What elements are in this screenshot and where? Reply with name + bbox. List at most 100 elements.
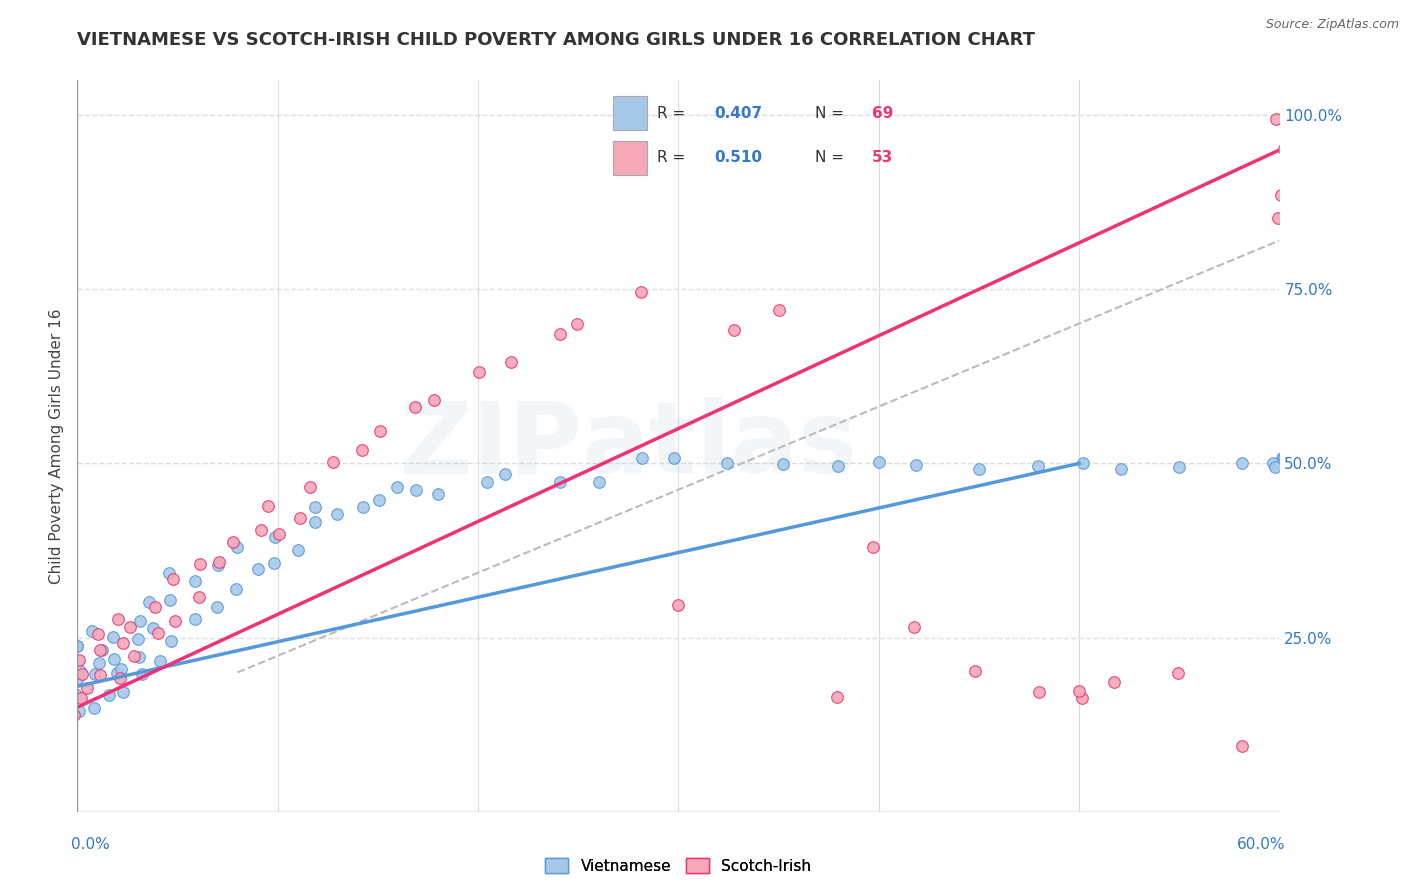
Point <box>122 648 145 663</box>
Text: Source: ZipAtlas.com: Source: ZipAtlas.com <box>1265 18 1399 31</box>
Point <box>157 566 180 580</box>
Point <box>548 326 571 341</box>
Point <box>89 656 111 670</box>
Point <box>76 681 98 695</box>
Point <box>862 541 884 555</box>
Point <box>370 424 392 438</box>
Point <box>588 475 610 489</box>
Point <box>326 507 349 521</box>
Text: ZIP: ZIP <box>399 398 582 494</box>
Point <box>69 665 91 679</box>
Point <box>263 556 285 570</box>
Point <box>967 461 990 475</box>
Point <box>246 562 269 576</box>
Point <box>352 443 374 458</box>
Point <box>298 480 321 494</box>
Point <box>662 451 685 466</box>
Point <box>143 600 166 615</box>
Point <box>288 510 311 524</box>
Point <box>225 541 247 555</box>
Point <box>67 653 90 667</box>
Point <box>207 558 229 573</box>
Point <box>1264 460 1286 475</box>
Point <box>423 392 446 407</box>
Point <box>903 620 925 634</box>
Point <box>108 671 131 685</box>
Point <box>128 650 150 665</box>
Point <box>86 627 108 641</box>
Point <box>426 486 449 500</box>
Point <box>304 500 326 515</box>
Legend: Vietnamese, Scotch-Irish: Vietnamese, Scotch-Irish <box>546 857 811 873</box>
Point <box>159 592 181 607</box>
Point <box>129 614 152 628</box>
Point <box>868 455 890 469</box>
Point <box>82 624 104 639</box>
Point <box>127 632 149 646</box>
Point <box>267 526 290 541</box>
Point <box>287 542 309 557</box>
Point <box>1270 456 1292 470</box>
Point <box>1067 684 1090 698</box>
Point <box>1270 188 1292 202</box>
Point <box>59 660 82 674</box>
Point <box>69 690 91 705</box>
Point <box>159 634 181 648</box>
Point <box>89 643 111 657</box>
Point <box>187 590 209 604</box>
Point <box>385 480 408 494</box>
Point <box>83 701 105 715</box>
Point <box>222 534 245 549</box>
Text: 60.0%: 60.0% <box>1237 838 1285 853</box>
Point <box>165 614 187 628</box>
Point <box>475 475 498 490</box>
Point <box>66 639 89 653</box>
Point <box>723 323 745 337</box>
Point <box>207 600 229 615</box>
Point <box>352 500 374 515</box>
Point <box>963 664 986 678</box>
Point <box>1028 459 1050 474</box>
Point <box>103 652 125 666</box>
Point <box>1263 456 1285 470</box>
Point <box>1071 691 1094 706</box>
Point <box>225 582 247 596</box>
Point <box>120 619 142 633</box>
Point <box>90 643 112 657</box>
Point <box>1272 450 1295 464</box>
Point <box>630 285 652 299</box>
Point <box>66 639 89 653</box>
Point <box>184 574 207 589</box>
Point <box>149 654 172 668</box>
Point <box>1271 450 1294 465</box>
Point <box>368 493 391 508</box>
Point <box>110 662 132 676</box>
Point <box>1264 112 1286 127</box>
Point <box>162 573 184 587</box>
Point <box>550 475 572 489</box>
Point <box>1071 456 1094 470</box>
Point <box>716 456 738 470</box>
Point <box>772 457 794 471</box>
Point <box>499 355 522 369</box>
Point <box>1167 666 1189 681</box>
Point <box>322 455 344 469</box>
Point <box>67 671 90 685</box>
Point <box>63 687 86 701</box>
Point <box>1267 211 1289 225</box>
Point <box>1230 739 1253 754</box>
Point <box>304 516 326 530</box>
Point <box>103 630 125 644</box>
Point <box>67 704 90 718</box>
Y-axis label: Child Poverty Among Girls Under 16: Child Poverty Among Girls Under 16 <box>49 309 65 583</box>
Point <box>404 401 426 415</box>
Point <box>1272 142 1295 156</box>
Point <box>827 690 849 704</box>
Point <box>184 611 207 625</box>
Point <box>768 302 790 317</box>
Point <box>146 626 169 640</box>
Point <box>60 646 83 660</box>
Text: atlas: atlas <box>582 398 859 494</box>
Point <box>131 667 153 681</box>
Point <box>1104 675 1126 690</box>
